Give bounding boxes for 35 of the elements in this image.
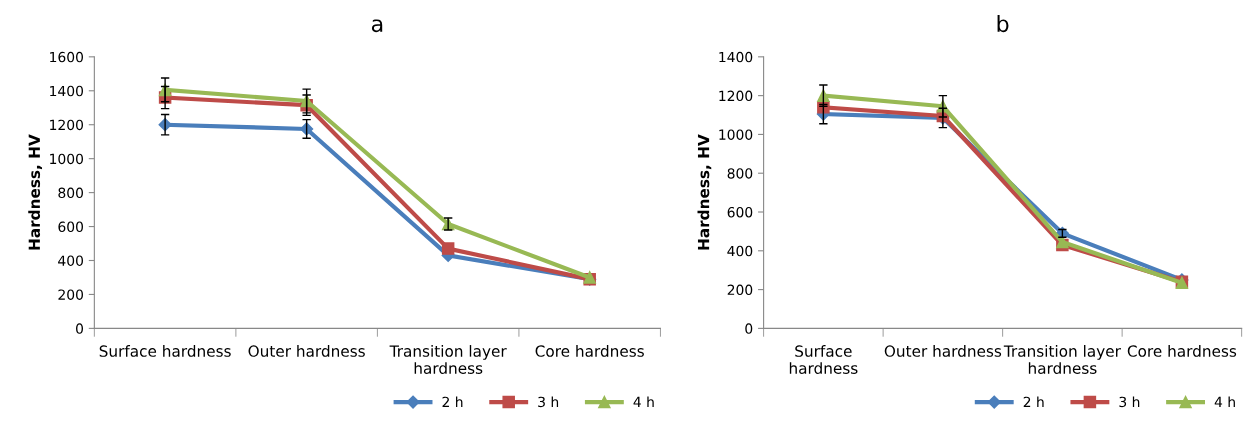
y-tick-label: 1000 xyxy=(719,129,753,140)
y-axis-title: Hardness, HV xyxy=(28,134,43,250)
legend-label: 4 h xyxy=(1214,396,1235,407)
chart-title: a xyxy=(371,19,383,33)
y-tick-label: 1400 xyxy=(719,51,753,63)
y-tick-label: 600 xyxy=(58,221,84,233)
x-tick-label: Outer hardness xyxy=(884,345,1002,357)
x-tick-label: Surface hardness xyxy=(789,345,858,374)
y-tick-label: 1400 xyxy=(50,85,84,97)
x-tick-label: Core hardness xyxy=(535,345,644,357)
y-tick-label: 800 xyxy=(58,187,84,199)
y-tick-label: 200 xyxy=(58,289,84,300)
y-tick-label: 0 xyxy=(76,323,84,334)
y-tick-label: 0 xyxy=(745,323,753,334)
legend-label: 3 h xyxy=(1119,396,1140,408)
chart-title: b xyxy=(997,14,1009,33)
y-tick-label: 1200 xyxy=(50,119,84,131)
y-tick-label: 200 xyxy=(727,284,753,296)
y-tick-label: 400 xyxy=(727,245,753,257)
y-tick-label: 1200 xyxy=(719,90,753,102)
legend-label: 4 h xyxy=(633,396,654,407)
legend-label: 3 h xyxy=(538,396,559,408)
x-tick-label: Core hardness xyxy=(1127,345,1237,357)
y-tick-label: 1000 xyxy=(50,153,84,165)
x-tick-label: Outer hardness xyxy=(248,345,365,357)
y-tick-label: 800 xyxy=(727,168,753,179)
y-tick-label: 600 xyxy=(727,206,753,218)
y-tick-label: 1600 xyxy=(50,51,84,63)
legend-label: 2 h xyxy=(442,396,463,407)
y-axis-title: Hardness, HV xyxy=(697,134,712,250)
y-tick-label: 400 xyxy=(58,255,84,266)
legend-label: 2 h xyxy=(1023,396,1044,407)
x-tick-label: Surface hardness xyxy=(99,345,231,357)
x-tick-label: Transition layer hardness xyxy=(389,345,507,374)
x-tick-label: Transition layer hardness xyxy=(1003,345,1121,374)
